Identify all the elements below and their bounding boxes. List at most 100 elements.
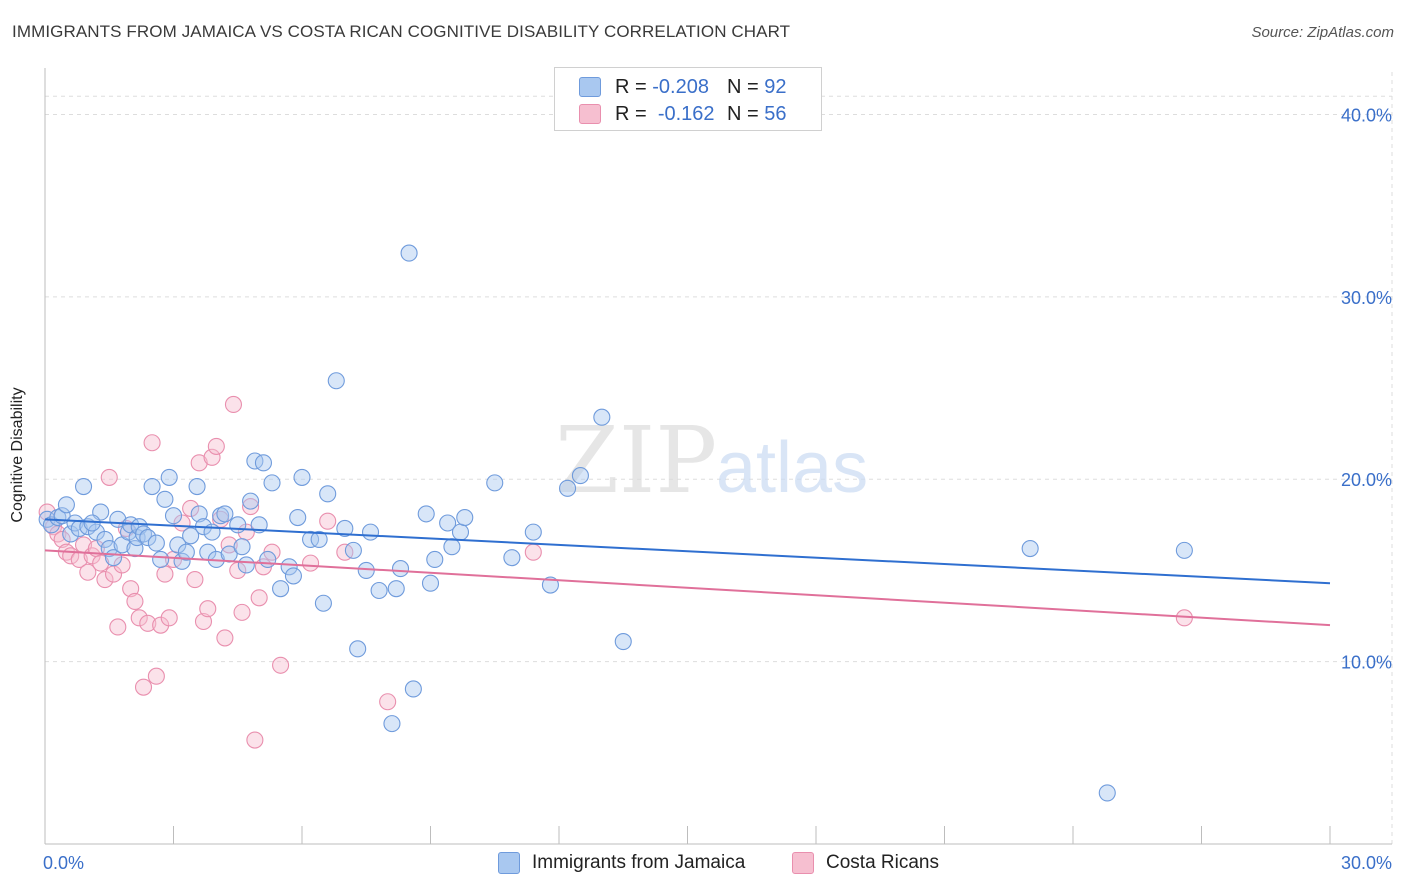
point-costa-rica [92, 554, 110, 572]
grid-lines [45, 72, 1393, 844]
point-costa-rica [186, 570, 204, 589]
point-jamaica [289, 508, 307, 527]
point-jamaica [293, 468, 311, 486]
point-jamaica [319, 485, 337, 503]
legend-r-value: -0.208 [652, 75, 709, 98]
point-jamaica [614, 633, 632, 651]
point-jamaica [143, 477, 161, 496]
point-costa-rica [224, 395, 243, 414]
trend-line-costa-rica [44, 549, 1331, 627]
watermark-zip: ZIP [555, 407, 717, 514]
y-tick-label: 30.0% [1341, 288, 1392, 308]
point-jamaica [96, 530, 114, 548]
point-jamaica [233, 538, 251, 556]
point-jamaica [156, 490, 174, 508]
chart-title: IMMIGRANTS FROM JAMAICA VS COSTA RICAN C… [12, 22, 791, 41]
point-costa-rica [96, 570, 114, 589]
point-jamaica [229, 516, 247, 534]
point-jamaica [361, 523, 380, 541]
point-jamaica [87, 523, 105, 541]
point-jamaica [443, 538, 461, 556]
point-jamaica [400, 244, 418, 262]
point-costa-rica [147, 667, 165, 685]
point-costa-rica [233, 603, 251, 621]
point-costa-rica [152, 616, 170, 634]
point-jamaica [327, 372, 345, 390]
point-costa-rica [250, 589, 268, 607]
y-tick-label: 10.0% [1341, 653, 1392, 673]
legend-n-label: N = [727, 102, 759, 125]
legend-label-costa-rica: Costa Ricans [826, 852, 939, 873]
point-costa-rica [130, 609, 148, 627]
point-jamaica [272, 580, 290, 598]
bottom-legend-costa-rica: Costa Ricans [792, 852, 939, 874]
point-jamaica [160, 468, 178, 486]
point-costa-rica [100, 468, 118, 486]
point-costa-rica [199, 600, 217, 618]
legend-swatch-pink [579, 104, 601, 124]
point-jamaica [421, 574, 440, 592]
point-costa-rica [143, 434, 161, 452]
point-costa-rica [336, 543, 354, 561]
x-tick-label: 30.0% [1341, 853, 1392, 873]
y-tick-label: 40.0% [1341, 105, 1392, 125]
point-jamaica [216, 505, 234, 523]
point-jamaica [391, 560, 410, 578]
point-jamaica [439, 514, 457, 532]
point-jamaica [593, 408, 611, 426]
legend-n-label: N = [727, 75, 759, 98]
point-jamaica [417, 505, 435, 523]
axes [44, 68, 1392, 845]
point-costa-rica [302, 554, 320, 572]
point-jamaica [284, 567, 302, 585]
point-jamaica [237, 556, 255, 574]
legend-row-jamaica: R = -0.208 N = 92 [579, 75, 787, 99]
point-costa-rica [319, 512, 337, 530]
point-jamaica [370, 581, 388, 600]
point-costa-rica [79, 563, 97, 581]
point-jamaica [62, 525, 80, 543]
point-costa-rica [122, 580, 140, 598]
point-jamaica [83, 514, 101, 532]
bottom-legend-jamaica: Immigrants from Jamaica [498, 852, 745, 874]
point-jamaica [259, 550, 277, 569]
point-jamaica [147, 534, 165, 552]
point-jamaica [263, 474, 281, 492]
watermark-atlas: atlas [716, 428, 868, 508]
point-jamaica [387, 580, 405, 598]
point-costa-rica [134, 678, 153, 696]
point-jamaica [451, 523, 470, 541]
point-jamaica [349, 640, 367, 658]
point-jamaica [169, 536, 187, 554]
point-jamaica [310, 530, 328, 548]
legend-swatch-blue [498, 852, 520, 874]
point-jamaica [486, 474, 504, 492]
source-attribution: Source: ZipAtlas.com [1251, 24, 1394, 41]
point-jamaica [188, 477, 206, 496]
point-jamaica [177, 543, 195, 561]
point-costa-rica [524, 543, 542, 561]
point-jamaica [280, 558, 298, 576]
point-costa-rica [272, 656, 290, 674]
point-jamaica [182, 527, 200, 545]
point-costa-rica [242, 498, 260, 516]
point-jamaica [357, 561, 375, 579]
point-jamaica [246, 452, 264, 470]
legend-n-value: 56 [764, 102, 787, 125]
trend-line-jamaica [44, 518, 1331, 585]
point-jamaica [383, 715, 401, 733]
point-costa-rica [156, 565, 174, 583]
legend-r-value: -0.162 [657, 102, 715, 125]
point-jamaica [152, 550, 170, 569]
point-jamaica [242, 492, 260, 510]
y-tick-label: 20.0% [1341, 470, 1392, 490]
point-jamaica [503, 549, 521, 567]
legend-swatch-pink [792, 852, 814, 874]
point-jamaica [75, 477, 93, 496]
point-jamaica [1098, 784, 1116, 802]
point-costa-rica [139, 614, 157, 632]
point-jamaica [57, 496, 75, 514]
point-jamaica [344, 541, 362, 559]
x-tick-label: 0.0% [43, 853, 84, 873]
